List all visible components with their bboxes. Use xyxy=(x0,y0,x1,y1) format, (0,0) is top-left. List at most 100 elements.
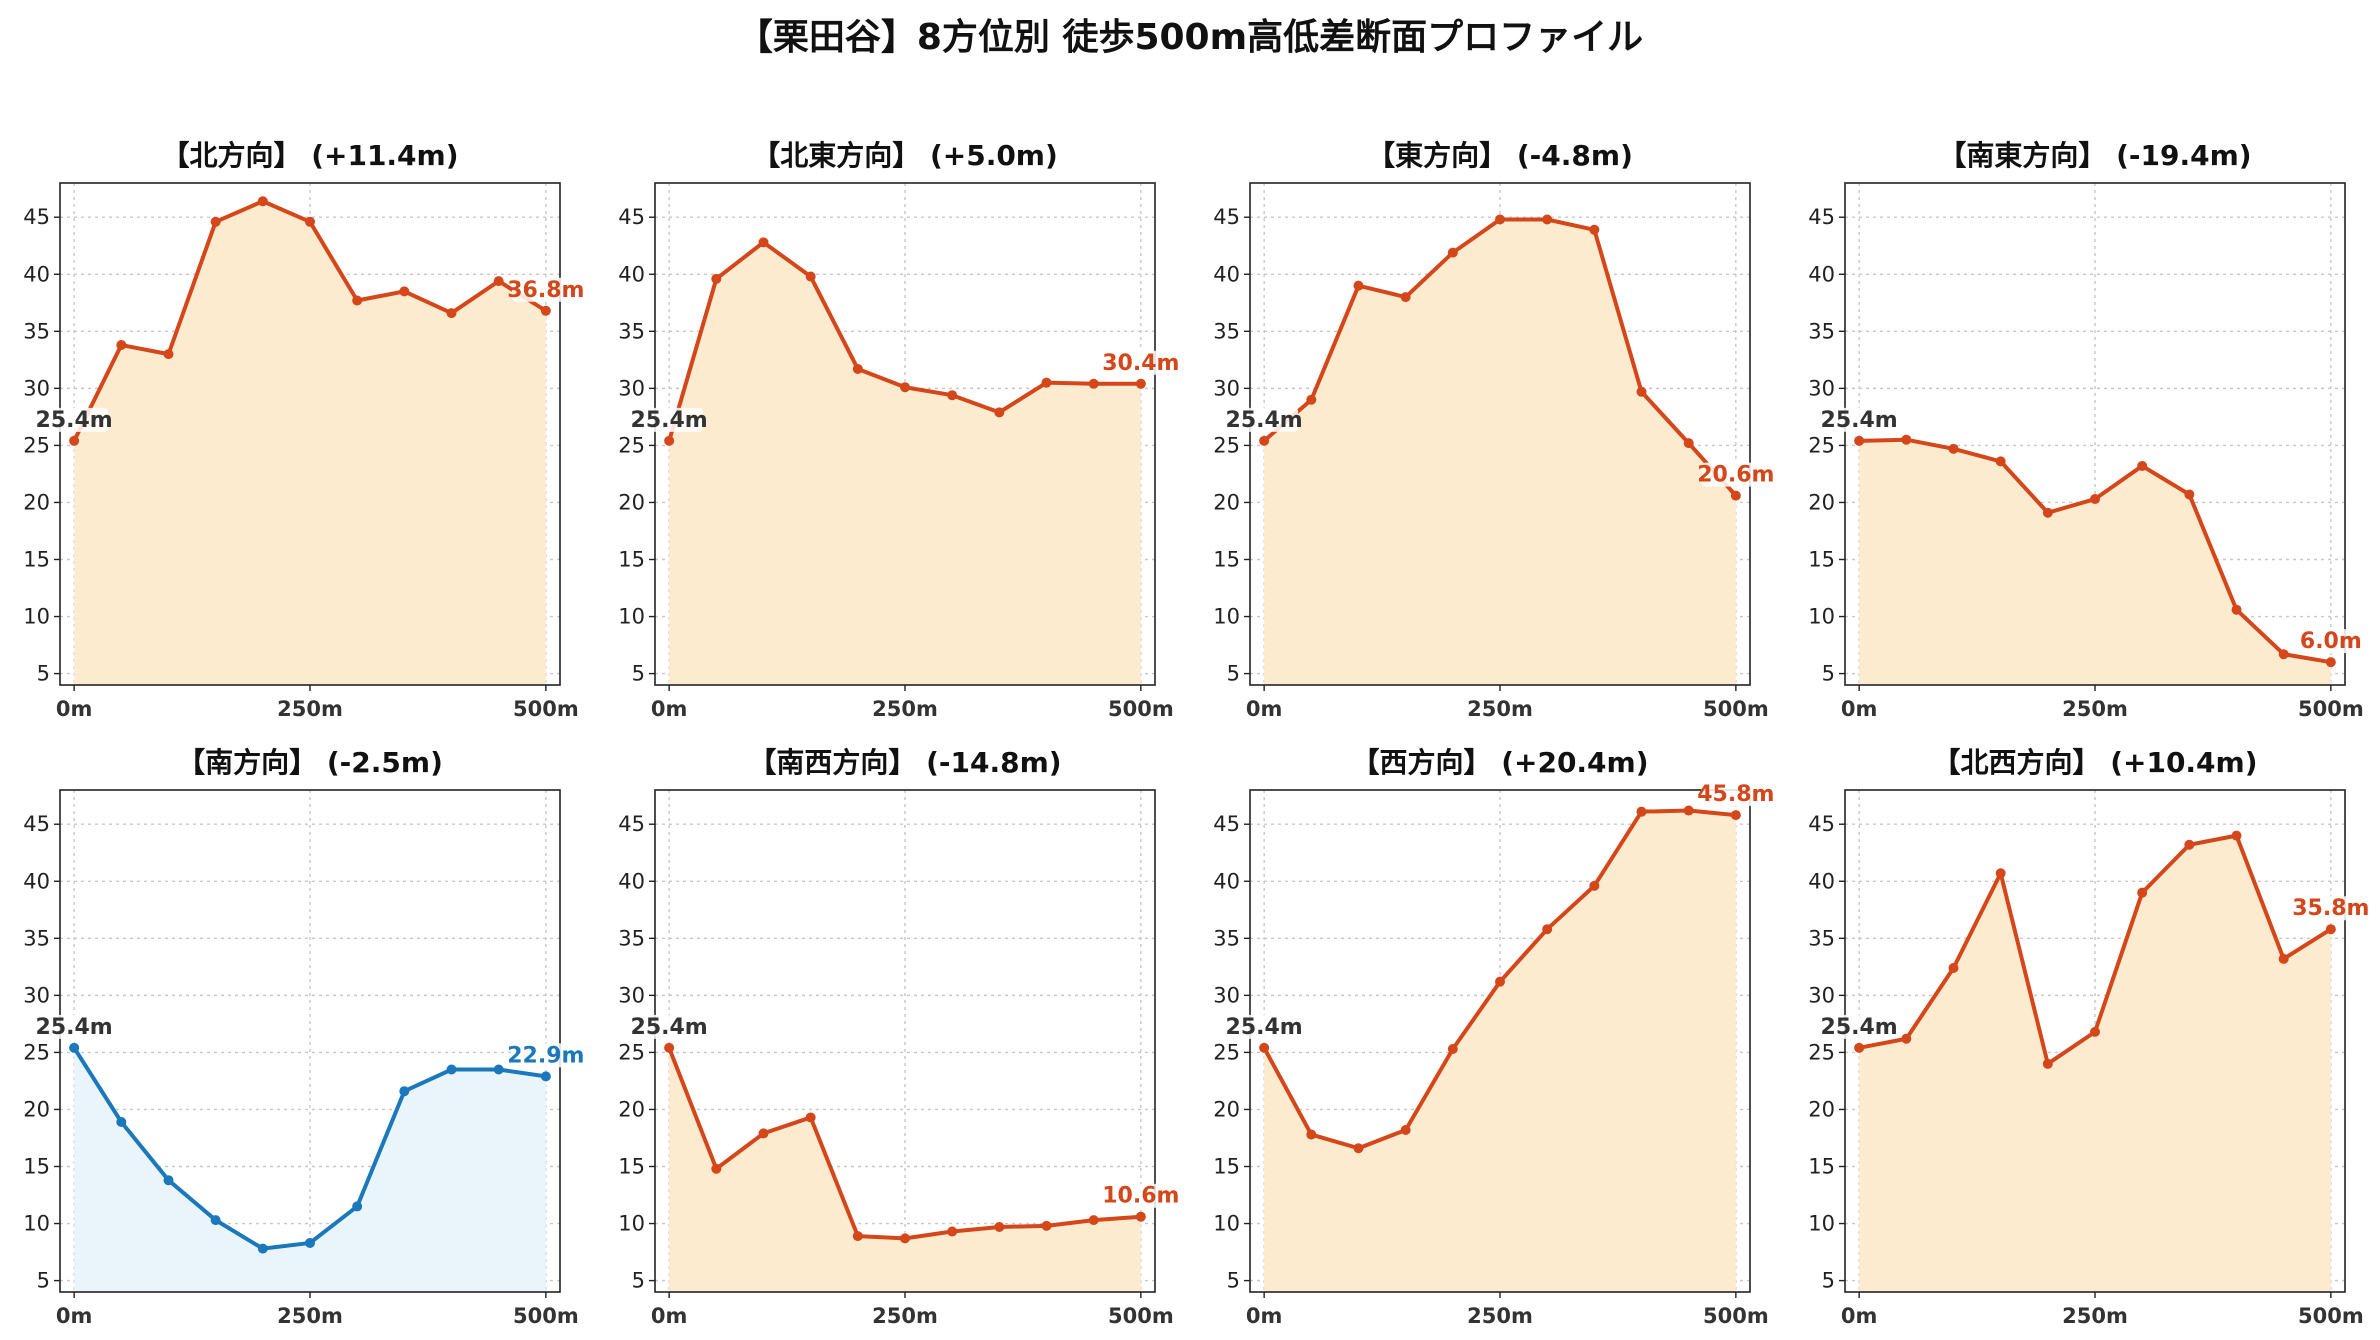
data-point xyxy=(1306,1129,1317,1140)
chart-panel-0: 【北方向】 (+11.4m) 5 10 15 20 25 30 35 40 45 0m 250m 500… xyxy=(23,139,584,721)
data-point xyxy=(805,1112,816,1123)
y-tick-label: 5 xyxy=(1822,662,1835,686)
x-tick-label: 500m xyxy=(1703,1304,1769,1328)
data-point xyxy=(2325,924,2336,935)
data-point xyxy=(1259,1042,1270,1053)
data-point xyxy=(352,295,363,306)
start-label: 25.4m xyxy=(1226,1015,1303,1040)
y-tick-label: 30 xyxy=(23,983,50,1007)
y-tick-label: 35 xyxy=(23,926,50,950)
x-tick-label: 250m xyxy=(1467,1304,1533,1328)
y-tick-label: 45 xyxy=(1213,205,1240,229)
y-tick-label: 10 xyxy=(23,605,50,629)
y-tick-label: 35 xyxy=(1808,926,1835,950)
data-point xyxy=(947,390,958,401)
x-tick-label: 250m xyxy=(872,1304,938,1328)
start-label: 25.4m xyxy=(1821,408,1898,433)
data-point xyxy=(1901,1033,1912,1044)
y-tick-label: 15 xyxy=(1808,1155,1835,1179)
data-point xyxy=(2184,839,2195,850)
x-tick-label: 0m xyxy=(56,697,93,721)
chart-title: 【東方向】 (-4.8m) xyxy=(1367,139,1633,172)
data-point xyxy=(116,1117,127,1128)
data-point xyxy=(305,216,315,227)
data-point xyxy=(1589,880,1600,891)
data-point xyxy=(1353,280,1364,291)
chart-title: 【北西方向】 (+10.4m) xyxy=(1932,746,2257,779)
y-tick-label: 15 xyxy=(1808,548,1835,572)
start-label-bg xyxy=(1230,1014,1299,1039)
x-tick-label: 250m xyxy=(872,697,938,721)
data-point xyxy=(994,407,1005,418)
y-tick-label: 30 xyxy=(1213,376,1240,400)
data-point xyxy=(2042,1058,2053,1069)
y-tick-label: 40 xyxy=(1213,262,1240,286)
y-tick-label: 20 xyxy=(1808,1097,1835,1121)
data-point xyxy=(1135,1211,1146,1222)
y-tick-label: 10 xyxy=(618,605,645,629)
start-label-bg xyxy=(1825,407,1894,432)
end-label: 22.9m xyxy=(507,1043,584,1068)
data-point xyxy=(69,1042,80,1053)
y-tick-label: 15 xyxy=(618,548,645,572)
data-point xyxy=(900,1233,910,1244)
data-point xyxy=(1948,962,1959,973)
y-tick-label: 10 xyxy=(618,1212,645,1236)
data-point xyxy=(399,286,410,297)
x-tick-label: 250m xyxy=(1467,697,1533,721)
data-point xyxy=(1135,378,1146,389)
y-tick-label: 30 xyxy=(23,376,50,400)
area-fill xyxy=(74,201,546,685)
data-point xyxy=(1041,377,1052,388)
y-tick-label: 45 xyxy=(618,205,645,229)
area-fill xyxy=(669,242,1141,685)
data-point xyxy=(2042,507,2053,518)
data-point xyxy=(493,276,504,287)
y-tick-label: 30 xyxy=(1213,983,1240,1007)
chart-title: 【北東方向】 (+5.0m) xyxy=(752,139,1058,172)
end-label-bg xyxy=(2296,896,2365,921)
data-point xyxy=(2090,494,2100,505)
y-tick-label: 5 xyxy=(1227,1269,1240,1293)
y-tick-label: 40 xyxy=(23,869,50,893)
y-tick-label: 20 xyxy=(618,1097,645,1121)
y-tick-label: 35 xyxy=(1213,319,1240,343)
data-point xyxy=(758,237,769,248)
data-point xyxy=(664,435,675,446)
chart-title: 【南方向】 (-2.5m) xyxy=(177,746,443,779)
data-point xyxy=(1683,438,1694,449)
end-label: 36.8m xyxy=(507,278,584,303)
y-tick-label: 40 xyxy=(1808,869,1835,893)
data-point xyxy=(2278,649,2289,660)
x-tick-label: 250m xyxy=(277,697,343,721)
y-tick-label: 5 xyxy=(632,1269,645,1293)
y-tick-label: 35 xyxy=(618,926,645,950)
data-point xyxy=(305,1237,315,1248)
end-label-bg xyxy=(2302,629,2359,654)
start-label: 25.4m xyxy=(1821,1015,1898,1040)
start-label-bg xyxy=(40,407,109,432)
y-tick-label: 25 xyxy=(1213,1040,1240,1064)
data-point xyxy=(446,1064,457,1075)
x-tick-label: 500m xyxy=(1108,697,1174,721)
end-label: 6.0m xyxy=(2300,629,2362,654)
data-point xyxy=(1901,434,1912,445)
end-label-bg xyxy=(1106,350,1175,375)
y-tick-label: 35 xyxy=(618,319,645,343)
data-point xyxy=(163,1175,174,1186)
data-point xyxy=(1589,224,1600,235)
end-label-bg xyxy=(511,1043,580,1068)
data-point xyxy=(2231,604,2242,615)
x-tick-label: 250m xyxy=(2062,697,2128,721)
start-label: 25.4m xyxy=(36,1015,113,1040)
data-point xyxy=(852,363,863,374)
data-point xyxy=(1495,976,1505,987)
y-tick-label: 35 xyxy=(1808,319,1835,343)
y-tick-label: 25 xyxy=(618,433,645,457)
y-tick-label: 25 xyxy=(23,1040,50,1064)
data-point xyxy=(446,308,457,319)
start-label-bg xyxy=(40,1014,109,1039)
data-point xyxy=(493,1064,504,1075)
x-tick-label: 0m xyxy=(1246,697,1283,721)
